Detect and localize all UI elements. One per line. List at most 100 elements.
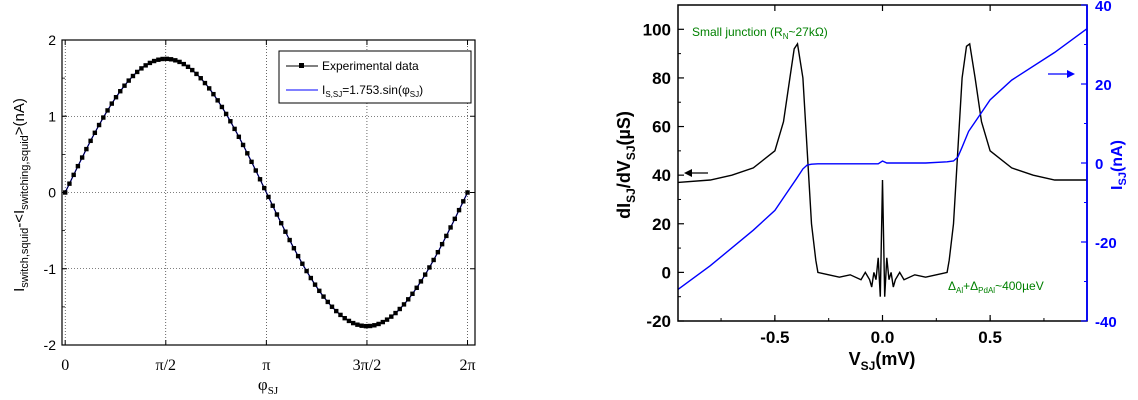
left-data-point — [219, 104, 225, 110]
left-data-point — [329, 304, 335, 309]
left-legend: Experimental data IS,SJ=1.753.sin(φSJ) — [278, 50, 472, 104]
left-data-point — [249, 159, 254, 165]
left-data-point — [435, 249, 441, 255]
left-experimental-series — [63, 56, 470, 329]
left-data-point — [418, 279, 424, 284]
left-y-tick-label: 1 — [48, 108, 56, 124]
left-data-point — [384, 317, 390, 322]
left-data-point — [139, 66, 144, 71]
left-data-point — [173, 58, 178, 63]
left-data-point — [75, 163, 81, 169]
left-data-point — [147, 60, 153, 66]
left-data-point — [380, 319, 386, 325]
left-x-tick-label: 2π — [459, 357, 475, 374]
left-data-point — [444, 233, 449, 239]
right-y2-tick-label: 40 — [1095, 0, 1112, 15]
left-data-point — [198, 76, 203, 81]
annotation-small-junction: Small junction (RN~27kΩ) — [692, 25, 828, 41]
left-data-point — [143, 63, 148, 68]
left-data-point — [92, 130, 98, 136]
left-data-point — [156, 57, 161, 62]
left-data-point — [185, 64, 191, 70]
left-data-point — [101, 115, 106, 120]
left-data-point — [334, 308, 339, 314]
left-data-point — [278, 220, 284, 226]
left-data-point — [177, 59, 182, 65]
left-data-point — [266, 194, 271, 200]
right-y-tick-label: -20 — [646, 312, 671, 331]
left-data-point — [439, 241, 445, 247]
left-axis-arrow — [684, 169, 708, 177]
right-y-tick-label: 0 — [662, 263, 671, 282]
left-data-point — [253, 168, 258, 173]
right-y2-axis-label: ISJ(nA) — [1109, 140, 1129, 190]
left-data-point — [130, 73, 136, 79]
left-data-point — [397, 306, 402, 312]
left-x-tick-label: π/2 — [156, 357, 177, 374]
left-data-point — [194, 71, 199, 77]
left-data-point — [118, 89, 123, 94]
left-data-point — [291, 246, 297, 251]
left-data-point — [151, 58, 157, 64]
left-data-point — [274, 212, 280, 217]
right-x-tick-label: 0.0 — [871, 328, 895, 347]
left-y-tick-label: 0 — [48, 185, 56, 201]
left-data-point — [338, 312, 343, 318]
right-x-tick-label: -0.5 — [760, 328, 789, 347]
left-data-point — [355, 322, 360, 327]
left-data-point — [295, 253, 301, 259]
right-y-tick-label: 20 — [652, 215, 671, 234]
left-data-point — [461, 199, 466, 204]
left-data-point — [389, 314, 394, 319]
left-data-point — [134, 69, 140, 75]
right-y2-ticks: -40 -20 0 20 40 — [1081, 0, 1117, 331]
left-data-point — [202, 80, 208, 86]
legend-exp-marker — [299, 63, 304, 68]
left-data-point — [465, 190, 470, 195]
left-data-point — [312, 282, 318, 287]
left-data-point — [304, 268, 309, 274]
left-data-point — [88, 138, 93, 144]
left-data-point — [422, 272, 428, 277]
legend-fit-label: IS,SJ=1.753.sin(φSJ) — [322, 83, 423, 99]
left-y-tick-label: 2 — [48, 32, 56, 48]
left-data-point — [67, 181, 72, 186]
right-x-axis-label: VSJ(mV) — [849, 349, 916, 373]
left-data-point — [257, 177, 263, 182]
right-x-tick-label: 0.5 — [978, 328, 1002, 347]
left-y-tick-label: -2 — [44, 337, 57, 353]
left-data-point — [456, 207, 462, 213]
left-data-point — [321, 294, 326, 299]
legend-box — [278, 50, 472, 104]
right-y2-tick-label: 20 — [1095, 77, 1112, 94]
left-data-point — [427, 265, 432, 270]
left-data-point — [84, 146, 89, 152]
right-y-tick-label: 40 — [652, 166, 671, 185]
left-data-point — [308, 275, 314, 281]
left-data-point — [376, 321, 381, 327]
left-data-point — [359, 323, 364, 328]
left-data-point — [181, 61, 186, 67]
left-y-tick-label: -1 — [44, 261, 57, 277]
left-data-point — [372, 323, 377, 328]
left-data-point — [406, 297, 411, 302]
right-panel: -0.5 0.0 0.5 -20 0 20 40 60 80 100 -40 -20 0 20 40 S… — [614, 0, 1129, 373]
right-y-tick-label: 80 — [652, 69, 671, 88]
left-data-point — [190, 67, 195, 73]
legend-exp-label: Experimental data — [322, 59, 419, 73]
current-curve — [677, 28, 1088, 290]
left-data-point — [113, 95, 119, 100]
left-y-ticks: -2 -1 0 1 2 — [44, 32, 475, 353]
left-data-point — [393, 310, 398, 316]
left-data-point — [160, 56, 165, 62]
left-data-point — [270, 203, 275, 208]
left-data-point — [300, 261, 305, 266]
right-y2-tick-label: -20 — [1095, 235, 1117, 252]
right-y2-tick-label: -40 — [1095, 314, 1117, 331]
left-data-point — [448, 225, 453, 230]
left-data-point — [236, 134, 242, 139]
left-data-point — [317, 288, 322, 294]
left-data-point — [211, 91, 216, 97]
left-data-point — [431, 257, 436, 263]
